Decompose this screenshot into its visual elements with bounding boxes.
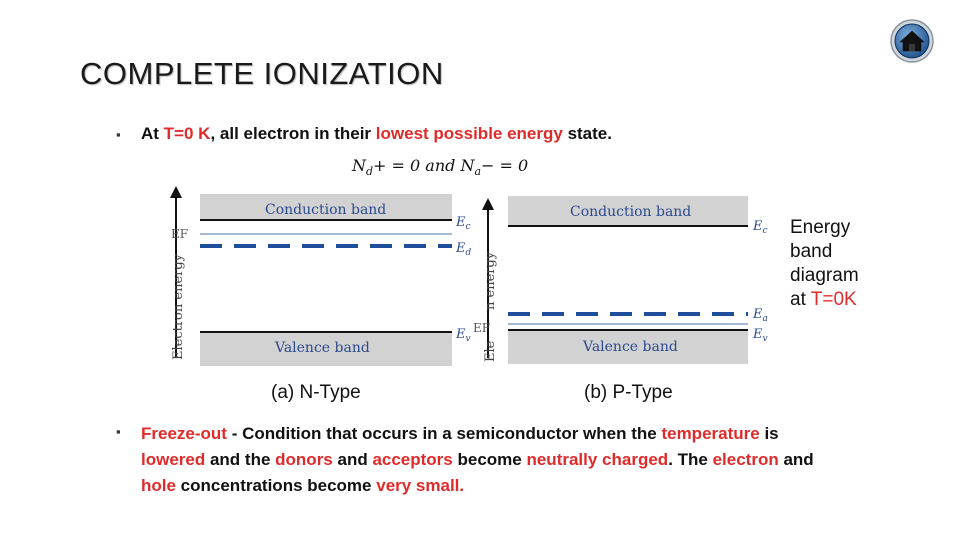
side-note: Energy band diagram at T=0K [790,216,859,312]
p-type-caption: (b) P-Type [584,382,673,403]
side-note-line-3: diagram [790,265,859,286]
side-note-line-1: Energy [790,217,851,238]
n-conduction-band-label: Conduction band [265,202,386,218]
term-hole: hole [141,476,176,495]
term-donors: donors [275,450,333,469]
n-valence-band-label: Valence band [274,340,370,356]
statement-text-3: state. [562,124,612,143]
term-electron: electron [712,450,779,469]
energy-band-diagrams: Electron energy EF Conduction band Ec Ed… [160,180,768,372]
p-ea-label: Ea [752,307,768,324]
eq-na-sub: a [474,165,482,179]
statement-lowest-energy: lowest possible energy [375,124,563,143]
n-ev-label: Ev [455,327,471,344]
p-type-diagram: n energy Ele EF Conduction band Ec Ea Va… [473,190,768,368]
n-ed-label: Ed [455,241,472,258]
term-temperature: temperature [661,424,760,443]
ionization-equation: Nd+ = 0 and Na− = 0 [352,156,528,178]
term-lowered: lowered [141,450,206,469]
term-neutrally-charged: neutrally charged [526,450,669,469]
bullet-marker-2: ▪ [116,424,121,439]
p-valence-band-label: Valence band [582,339,678,355]
p-conduction-band-label: Conduction band [570,204,691,220]
n-type-caption: (a) N-Type [271,382,361,403]
n-energy-axis-arrow [170,186,182,198]
side-note-line-2: band [790,241,833,262]
eq-nd-sub: d [366,165,374,179]
home-button[interactable] [889,18,935,64]
term-freeze-out: Freeze-out [141,424,227,443]
statement-temperature: T=0 K [163,124,211,143]
n-axis-label: Electron energy [171,253,186,360]
p-ev-label: Ev [752,327,768,344]
n-conduction-band [200,194,452,220]
p-ef-label: EF [473,321,490,335]
eq-end: − = 0 [481,156,529,175]
p-valence-band [508,330,748,364]
p-axis-label: n energy [483,251,498,310]
side-note-line-4: at T=0K [790,289,857,310]
eq-mid: + = 0 and [373,156,461,175]
n-ec-label: Ec [455,215,471,232]
statement-text-1: At [141,124,164,143]
n-type-diagram: Electron energy EF Conduction band Ec Ed… [160,180,472,372]
statement-line: At T=0 K, all electron in their lowest p… [141,124,612,144]
n-valence-band [200,332,452,366]
p-conduction-band [508,196,748,226]
eq-nd: N [352,156,366,175]
term-acceptors: acceptors [372,450,453,469]
p-ec-label: Ec [752,219,768,236]
home-icon [890,19,934,63]
bullet-marker: ▪ [116,127,121,142]
freeze-out-paragraph: Freeze-out - Condition that occurs in a … [141,424,814,495]
page-title: COMPLETE IONIZATION [80,56,444,91]
p-axis-label-start: Ele [483,340,498,362]
term-very-small: very small. [376,476,465,495]
eq-na: N [460,156,475,175]
n-ef-label: EF [171,227,188,241]
statement-text-2: , all electron in their [210,124,376,143]
side-note-temperature: T=0K [810,289,857,310]
p-energy-axis-arrow [482,198,494,210]
